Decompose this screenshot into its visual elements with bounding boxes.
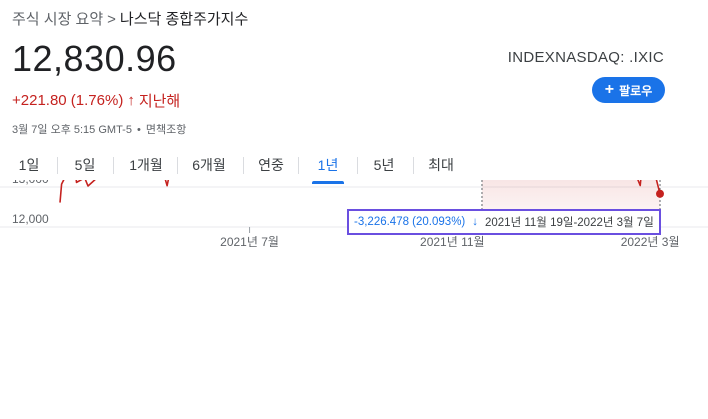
breadcrumb-current: 나스닥 종합주가지수: [119, 11, 249, 28]
ticker-symbol: INDEXNASDAQ: .IXIC: [507, 49, 664, 66]
tab-divider: [243, 157, 244, 174]
breadcrumb-root[interactable]: 주식 시장 요약: [12, 11, 104, 28]
selection-range: 2021년 11월 19일-2022년 3월 7일: [485, 217, 654, 229]
tab-1m[interactable]: 1개월: [129, 157, 163, 173]
tab-divider: [177, 157, 178, 174]
follow-button[interactable]: + 팔로우: [592, 77, 665, 103]
y-tick-label: 12,000: [12, 212, 49, 226]
tab-max[interactable]: 최대: [428, 157, 454, 173]
y-tick-label: 13,000: [12, 180, 49, 186]
tab-divider: [57, 157, 58, 174]
tab-1d[interactable]: 1일: [18, 157, 40, 173]
x-tick-label: 2021년 11월: [420, 235, 485, 249]
price-change: +221.80 (1.76%) ↑ 지난해: [12, 90, 180, 111]
tab-1y[interactable]: 1년: [312, 150, 344, 184]
breadcrumb: 주식 시장 요약 > 나스닥 종합주가지수: [12, 8, 248, 29]
tab-divider: [357, 157, 358, 174]
tab-divider: [298, 157, 299, 174]
x-tick-label: 2021년 7월: [220, 235, 279, 249]
tab-6m[interactable]: 6개월: [192, 157, 226, 173]
tab-5d[interactable]: 5일: [74, 157, 96, 173]
current-price-dot: [656, 189, 664, 198]
disclaimer-link[interactable]: 면책조항: [145, 124, 187, 136]
x-tick-label: 2022년 3월: [621, 235, 680, 249]
arrow-up-icon: ↑: [127, 92, 135, 109]
follow-button-label: 팔로우: [619, 83, 653, 98]
range-tabs: 1일 5일 1개월 6개월 연중 1년 5년 최대: [0, 150, 708, 184]
separator-dot: •: [136, 124, 141, 136]
change-value: +221.80 (1.76%): [12, 92, 124, 109]
tab-divider: [413, 157, 414, 174]
selection-tooltip: -3,226.478 (20.093%) ↓ 2021년 11월 19일-202…: [347, 209, 661, 235]
breadcrumb-separator: >: [107, 11, 116, 28]
selection-delta: -3,226.478 (20.093%): [354, 216, 466, 228]
plus-icon: +: [604, 81, 615, 98]
index-price: 12,830.96: [12, 38, 177, 79]
tab-divider: [113, 157, 114, 174]
timestamp: 3월 7일 오후 5:15 GMT-5: [12, 124, 132, 136]
arrow-down-icon: ↓: [472, 216, 478, 228]
timestamp-line: 3월 7일 오후 5:15 GMT-5 • 면책조항: [12, 121, 186, 137]
change-period: 지난해: [138, 93, 181, 110]
tab-ytd[interactable]: 연중: [258, 157, 284, 173]
tab-5y[interactable]: 5년: [373, 157, 395, 173]
